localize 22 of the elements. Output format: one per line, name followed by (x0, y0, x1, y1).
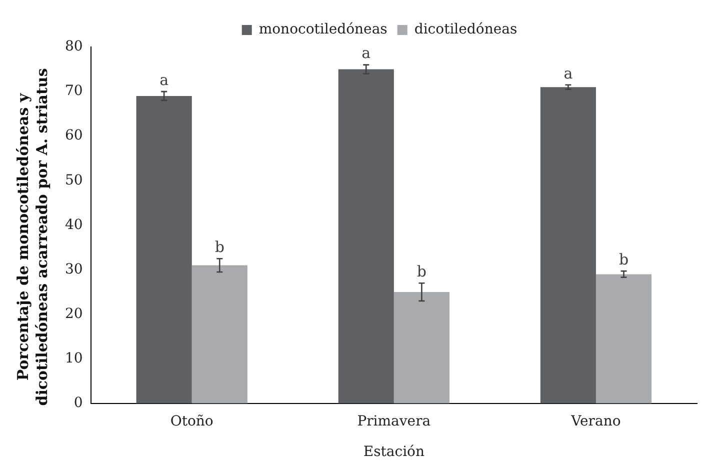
legend-label: monocotiledóneas (258, 22, 388, 38)
y-tick-label: 0 (74, 395, 83, 412)
annotation: b (618, 250, 629, 268)
annotation: b (214, 238, 224, 256)
x-tick-label: Verano (570, 413, 621, 430)
y-tick-label: 80 (64, 38, 83, 55)
x-axis-title: Estación (363, 444, 424, 460)
y-tick-label: 70 (64, 83, 83, 100)
annotation: a (564, 64, 573, 82)
x-tick-label: Otoño (170, 413, 214, 430)
annotation: a (362, 44, 371, 62)
legend-label: dicotiledóneas (414, 22, 518, 38)
x-tick-label: Primavera (357, 413, 431, 430)
y-tick-label: 50 (64, 172, 83, 188)
y-tick-label: 30 (64, 261, 83, 278)
y-tick-label: 60 (64, 128, 83, 144)
annotation: a (160, 70, 169, 89)
y-tick-label: 10 (64, 350, 83, 366)
annotation: b (416, 262, 426, 281)
y-axis-title: Porcentaje de monocotiledóneas y dicotiledóneas acarreado por A. striatus (14, 67, 52, 407)
y-tick-label: 20 (64, 306, 83, 322)
y-tick-label: 40 (64, 216, 83, 233)
